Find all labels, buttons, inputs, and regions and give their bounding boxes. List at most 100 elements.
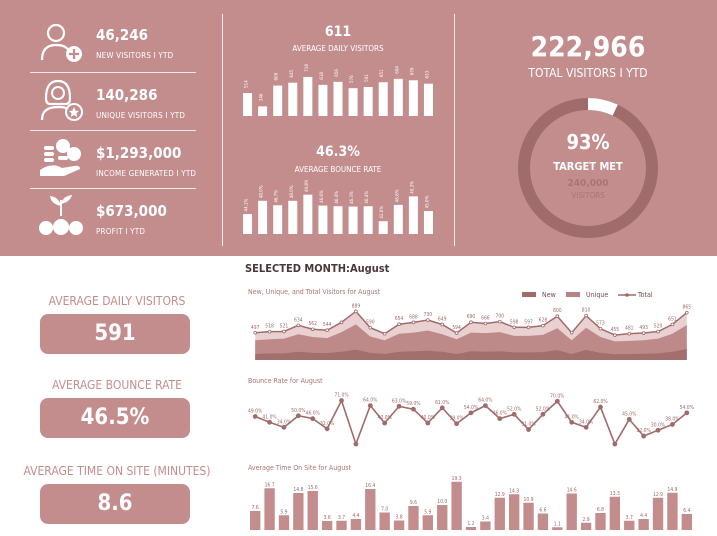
time-bar-label: 16.7 [265,482,275,488]
bounce-point [353,441,359,447]
total-point [253,330,257,335]
avg-bounce-bar-label: 46.8% [394,189,400,202]
area-unique [255,324,687,360]
total-point [656,329,660,334]
total-point [483,321,488,326]
time-bar-label: 7.0 [381,507,388,513]
avg-bounce-bar-label: 48.0% [259,185,265,198]
legend-label: Total [637,291,653,299]
total-point [641,331,646,335]
time-bar-label: 4.4 [640,513,647,519]
total-point [354,309,358,314]
avg-bounce-bar [348,206,358,234]
avg-bounce-bar-label: 49.3% [409,181,415,194]
bounce-point [583,424,589,430]
bounce-rate-line-chart: Bounce Rate for August49.0%41.0%34.0%50.… [248,377,695,447]
total-point-label: 690 [467,314,476,320]
total-point-label: 455 [611,327,620,333]
time-bar [465,527,477,530]
bounce-point [281,424,287,430]
legend-label: Unique [586,291,608,299]
time-bar-label: 6.6 [539,508,546,514]
legend-label: New [542,291,556,299]
bounce-point-label: 41.0% [565,414,580,420]
time-bar-label: 3.8 [395,515,402,521]
bounce-point-label: 39.0% [449,416,464,422]
time-bar [451,481,462,530]
avg-daily-bar-label: 346 [259,93,265,101]
bounce-point [641,433,647,439]
chart-title: New, Unique, and Total Visitors for Augu… [248,288,381,296]
selected-month-prefix: SELECTED MONTH: [245,262,350,275]
total-point [584,313,588,318]
bounce-point [612,441,618,447]
time-bar-label: 13.3 [610,491,620,497]
bounce-point-label: 34.0% [579,419,594,425]
avg-daily-bar-label: 651 [379,69,385,77]
time-bar-label: 14.8 [293,487,303,493]
total-point [411,320,416,325]
avg-daily-bar-label: 633 [424,70,430,78]
total-point-label: 521 [280,323,289,329]
avg-daily-bar [393,78,403,116]
total-point-label: 481 [625,326,634,332]
time-bar [437,505,448,530]
total-point [368,325,373,330]
bounce-point-label: 59.0% [406,401,421,407]
avg-daily-bar-label: 618 [319,72,325,80]
time-bar [595,513,606,530]
left-time-value: 8.6 [40,484,190,524]
total-point-label: 573 [596,321,605,327]
total-point-label: 889 [352,303,361,309]
summary-panel [0,0,717,256]
avg-bounce-bar-label: 48.0% [289,185,295,198]
bounce-point-label: 64.0% [478,398,493,404]
avg-daily-bar-label: 609 [274,72,280,80]
bounce-point-label: 52.0% [536,406,551,412]
avg-daily-bar [303,76,313,116]
bounce-point-label: 34.0% [277,419,292,425]
time-bar [350,519,362,530]
time-bar-label: 6.4 [683,508,690,514]
bounce-point-label: 62.0% [593,399,608,405]
time-bar-label: 2.9 [583,517,590,523]
avg-daily-bar [348,88,358,116]
avg-daily-bar-label: 645 [289,69,295,77]
avg-bounce-bar-label: 46.3% [349,191,355,204]
bounce-point-label: 40.0% [378,415,393,421]
chart-title: Bounce Rate for August [248,377,323,385]
total-point [296,323,301,328]
time-bar [609,496,621,530]
total-point-label: 594 [452,325,461,331]
avg-daily-bar [423,83,433,116]
bounce-point [411,406,416,412]
avg-bounce-bar [408,196,418,234]
chart-title: Average Time On Site for August [248,464,351,472]
time-bar [624,520,635,530]
bounce-point [439,405,445,411]
bounce-point [324,426,330,432]
avg-bounce-bar-label: 46.4% [334,191,340,204]
bounce-point [425,420,431,426]
bounce-point-label: 61.0% [435,400,450,406]
kpi-value: 46,246 [96,26,149,44]
left-daily-label: AVERAGE DAILY VISITORS [48,294,186,308]
total-point [397,322,401,327]
total-point-label: 597 [524,319,533,325]
avg-daily-bar [258,106,268,116]
avg-bounce-bar [303,194,313,234]
time-bar [307,491,318,530]
kpi-value: $1,293,000 [96,144,182,162]
total-point-label: 628 [539,318,548,324]
time-bar-label: 10.0 [437,499,447,505]
avg-daily-bar-label: 591 [364,74,370,82]
avg-daily-bar-label: 694 [394,66,400,74]
avg-daily-label: AVERAGE DAILY VISITORS [292,44,384,53]
kpi-value: 140,286 [96,86,158,104]
profit-icon [39,195,83,235]
avg-bounce-bar [333,206,343,234]
time-bar-label: 3.7 [338,515,345,521]
bounce-point-label: 70.0% [550,393,565,399]
bounce-point-label: 64.0% [363,398,378,404]
divider [30,72,196,73]
